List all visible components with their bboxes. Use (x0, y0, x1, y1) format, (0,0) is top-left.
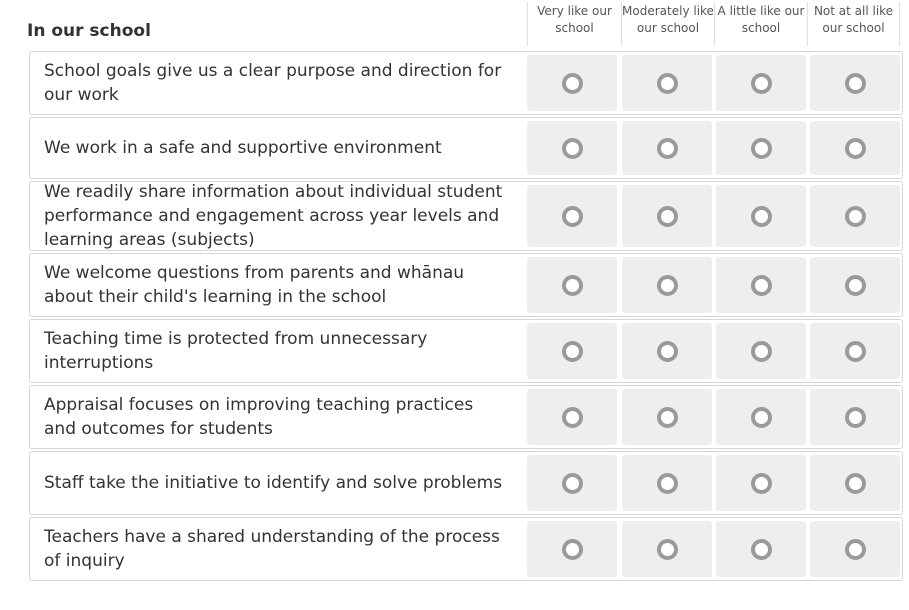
option-not-at-all-like-cell[interactable] (810, 323, 900, 379)
statement-label: School goals give us a clear purpose and… (44, 61, 502, 105)
statement-label: Staff take the initiative to identify an… (44, 473, 503, 493)
radio-unselected-icon[interactable] (750, 538, 772, 560)
column-header-line: Moderately like (622, 4, 714, 18)
radio-unselected-icon[interactable] (656, 340, 678, 362)
option-a-little-like-cell[interactable] (716, 455, 806, 511)
option-very-like-cell[interactable] (527, 185, 617, 247)
column-header-very-like: Very like our school (527, 2, 621, 46)
option-a-little-like-cell[interactable] (716, 323, 806, 379)
radio-unselected-icon[interactable] (561, 340, 583, 362)
radio-unselected-icon[interactable] (844, 406, 866, 428)
statement-label: Teachers have a shared understanding of … (44, 527, 500, 571)
option-moderately-like-cell[interactable] (622, 121, 712, 175)
radio-unselected-icon[interactable] (561, 472, 583, 494)
statement-label: Teaching time is protected from unnecess… (44, 329, 428, 373)
statement-row: We work in a safe and supportive environ… (29, 117, 903, 179)
radio-unselected-icon[interactable] (656, 72, 678, 94)
statement-label: We readily share information about indiv… (44, 182, 503, 250)
option-very-like-cell[interactable] (527, 389, 617, 445)
column-header-moderately-like: Moderately like our school (621, 2, 714, 46)
option-a-little-like-cell[interactable] (716, 521, 806, 577)
radio-unselected-icon[interactable] (750, 72, 772, 94)
radio-unselected-icon[interactable] (656, 274, 678, 296)
radio-unselected-icon[interactable] (656, 137, 678, 159)
column-header-line: Not at all like (813, 4, 894, 18)
statement-label: We welcome questions from parents and wh… (44, 263, 465, 307)
radio-unselected-icon[interactable] (844, 274, 866, 296)
radio-unselected-icon[interactable] (561, 205, 583, 227)
option-not-at-all-like-cell[interactable] (810, 389, 900, 445)
option-very-like-cell[interactable] (527, 257, 617, 313)
column-header-line: school (741, 21, 781, 35)
radio-unselected-icon[interactable] (750, 205, 772, 227)
statement-row: We readily share information about indiv… (29, 181, 903, 251)
radio-unselected-icon[interactable] (561, 274, 583, 296)
option-very-like-cell[interactable] (527, 455, 617, 511)
statement-row: School goals give us a clear purpose and… (29, 51, 903, 115)
option-very-like-cell[interactable] (527, 521, 617, 577)
option-a-little-like-cell[interactable] (716, 257, 806, 313)
radio-unselected-icon[interactable] (750, 340, 772, 362)
column-header-line: our school (636, 21, 700, 35)
option-moderately-like-cell[interactable] (622, 455, 712, 511)
option-very-like-cell[interactable] (527, 121, 617, 175)
statement-label: We work in a safe and supportive environ… (44, 138, 442, 158)
section-title: In our school (27, 21, 151, 41)
radio-unselected-icon[interactable] (750, 137, 772, 159)
column-header-line: Very like our (537, 4, 612, 18)
radio-unselected-icon[interactable] (844, 340, 866, 362)
option-not-at-all-like-cell[interactable] (810, 185, 900, 247)
option-a-little-like-cell[interactable] (716, 389, 806, 445)
option-not-at-all-like-cell[interactable] (810, 121, 900, 175)
radio-unselected-icon[interactable] (844, 538, 866, 560)
radio-unselected-icon[interactable] (656, 538, 678, 560)
matrix-header: In our school Very like our school Moder… (0, 0, 909, 50)
statement-row: We welcome questions from parents and wh… (29, 253, 903, 317)
statement-row: Teachers have a shared understanding of … (29, 517, 903, 581)
option-moderately-like-cell[interactable] (622, 323, 712, 379)
radio-unselected-icon[interactable] (844, 137, 866, 159)
option-not-at-all-like-cell[interactable] (810, 521, 900, 577)
option-moderately-like-cell[interactable] (622, 55, 712, 111)
option-not-at-all-like-cell[interactable] (810, 455, 900, 511)
option-very-like-cell[interactable] (527, 55, 617, 111)
column-header-not-at-all-like: Not at all like our school (807, 2, 900, 46)
column-header-line: A little like our (717, 4, 805, 18)
option-not-at-all-like-cell[interactable] (810, 55, 900, 111)
statement-rows: School goals give us a clear purpose and… (29, 51, 903, 583)
statement-row: Appraisal focuses on improving teaching … (29, 385, 903, 449)
option-not-at-all-like-cell[interactable] (810, 257, 900, 313)
radio-unselected-icon[interactable] (844, 72, 866, 94)
radio-unselected-icon[interactable] (561, 72, 583, 94)
option-moderately-like-cell[interactable] (622, 257, 712, 313)
statement-label: Appraisal focuses on improving teaching … (44, 395, 474, 439)
radio-unselected-icon[interactable] (750, 472, 772, 494)
option-a-little-like-cell[interactable] (716, 55, 806, 111)
radio-unselected-icon[interactable] (656, 406, 678, 428)
option-moderately-like-cell[interactable] (622, 389, 712, 445)
option-a-little-like-cell[interactable] (716, 121, 806, 175)
radio-unselected-icon[interactable] (750, 406, 772, 428)
column-header-a-little-like: A little like our school (714, 2, 807, 46)
radio-unselected-icon[interactable] (844, 472, 866, 494)
statement-row: Staff take the initiative to identify an… (29, 451, 903, 515)
option-moderately-like-cell[interactable] (622, 185, 712, 247)
option-moderately-like-cell[interactable] (622, 521, 712, 577)
radio-unselected-icon[interactable] (561, 137, 583, 159)
column-header-line: our school (822, 21, 885, 35)
radio-unselected-icon[interactable] (561, 406, 583, 428)
radio-unselected-icon[interactable] (750, 274, 772, 296)
statement-row: Teaching time is protected from unnecess… (29, 319, 903, 383)
radio-unselected-icon[interactable] (844, 205, 866, 227)
radio-unselected-icon[interactable] (656, 205, 678, 227)
column-header-line: school (555, 21, 594, 35)
option-very-like-cell[interactable] (527, 323, 617, 379)
radio-unselected-icon[interactable] (656, 472, 678, 494)
option-a-little-like-cell[interactable] (716, 185, 806, 247)
radio-unselected-icon[interactable] (561, 538, 583, 560)
